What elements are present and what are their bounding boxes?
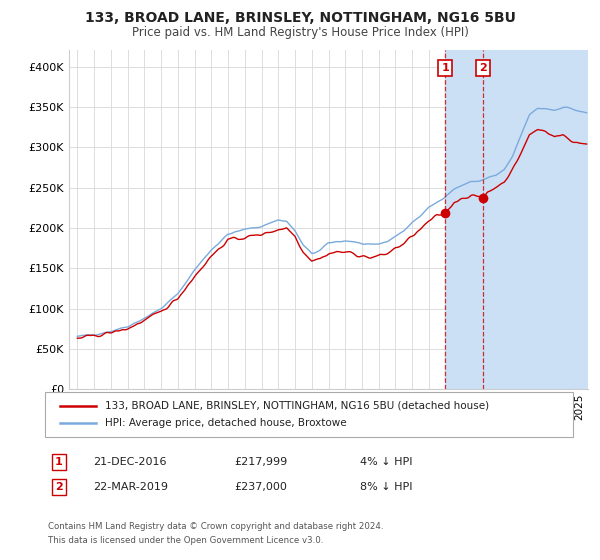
Text: £237,000: £237,000 — [234, 482, 287, 492]
Text: Contains HM Land Registry data © Crown copyright and database right 2024.: Contains HM Land Registry data © Crown c… — [48, 522, 383, 531]
Text: This data is licensed under the Open Government Licence v3.0.: This data is licensed under the Open Gov… — [48, 536, 323, 545]
Text: 4% ↓ HPI: 4% ↓ HPI — [360, 457, 413, 467]
Bar — [445, 50, 588, 389]
Text: 133, BROAD LANE, BRINSLEY, NOTTINGHAM, NG16 5BU: 133, BROAD LANE, BRINSLEY, NOTTINGHAM, N… — [85, 11, 515, 25]
Text: 133, BROAD LANE, BRINSLEY, NOTTINGHAM, NG16 5BU (detached house): 133, BROAD LANE, BRINSLEY, NOTTINGHAM, N… — [105, 401, 489, 411]
Text: 1: 1 — [55, 457, 62, 467]
Text: £217,999: £217,999 — [234, 457, 287, 467]
Text: 8% ↓ HPI: 8% ↓ HPI — [360, 482, 413, 492]
Text: 2: 2 — [479, 63, 487, 73]
Text: HPI: Average price, detached house, Broxtowe: HPI: Average price, detached house, Brox… — [105, 418, 347, 428]
Text: 1: 1 — [442, 63, 449, 73]
Text: Price paid vs. HM Land Registry's House Price Index (HPI): Price paid vs. HM Land Registry's House … — [131, 26, 469, 39]
Text: 22-MAR-2019: 22-MAR-2019 — [93, 482, 168, 492]
Text: 2: 2 — [55, 482, 62, 492]
Text: 21-DEC-2016: 21-DEC-2016 — [93, 457, 167, 467]
